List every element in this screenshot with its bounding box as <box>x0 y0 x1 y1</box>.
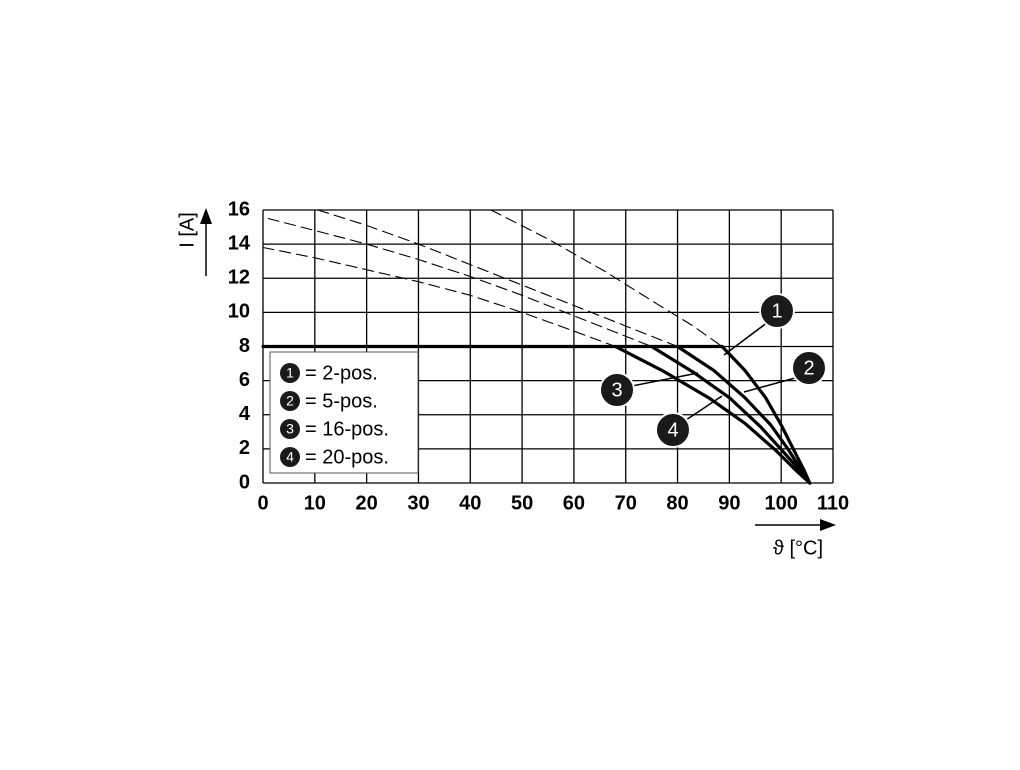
legend-label: = 20-pos. <box>305 446 389 468</box>
x-axis-arrowhead <box>820 519 836 531</box>
x-tick-label: 90 <box>718 492 740 514</box>
y-tick-label: 0 <box>239 471 250 493</box>
x-tick-label: 20 <box>356 492 378 514</box>
y-tick-label: 6 <box>239 369 250 391</box>
legend-label: = 16-pos. <box>305 418 389 440</box>
y-tick-label: 16 <box>228 198 250 220</box>
lines <box>261 209 812 485</box>
y-axis-label: I [A] <box>176 212 198 248</box>
x-tick-label: 80 <box>666 492 688 514</box>
y-tick-label: 14 <box>228 232 251 254</box>
callout-circle <box>599 372 635 408</box>
callout-circle <box>791 350 827 386</box>
leader <box>743 377 796 393</box>
legend-marker-label: 3 <box>286 421 294 437</box>
y-tick-label: 8 <box>239 335 250 357</box>
x-axis-label: ϑ [°C] <box>773 537 823 559</box>
legend: 1 = 2-pos. 2 = 5-pos. 3 = 16-pos. 4 = 20-pos. <box>280 362 389 468</box>
y-tick-label: 12 <box>228 267 250 289</box>
legend-marker <box>280 419 300 439</box>
callout-circle <box>759 293 795 329</box>
y-tick-label: 4 <box>239 403 251 425</box>
callouts <box>631 321 796 421</box>
y-axis-arrowhead <box>200 208 212 224</box>
legend-label: = 2-pos. <box>305 362 378 384</box>
legend-marker <box>280 391 300 411</box>
legend-marker <box>280 447 300 467</box>
x-tick-label: 40 <box>459 492 481 514</box>
dashed-curve <box>267 217 653 348</box>
callout-label: 2 <box>803 357 814 379</box>
x-tick-label: 70 <box>615 492 637 514</box>
x-tick-label: 0 <box>257 492 268 514</box>
x-tick-label: 110 <box>817 492 849 514</box>
x-tick-label: 100 <box>764 492 797 514</box>
derating-curve <box>613 344 812 485</box>
y-tick-label: 10 <box>228 301 250 323</box>
dashed-curve <box>317 209 679 348</box>
y-tick-label: 2 <box>239 437 250 459</box>
dashed-curve <box>262 246 616 348</box>
callout-label: 3 <box>611 379 622 401</box>
callout-label: 1 <box>771 300 782 322</box>
x-tick-label: 50 <box>511 492 533 514</box>
leader <box>723 321 769 356</box>
x-tick-label: 10 <box>304 492 326 514</box>
legend-marker <box>280 363 300 383</box>
legend-marker-label: 2 <box>286 393 294 409</box>
callout-label: 4 <box>667 419 678 441</box>
legend-label: = 5-pos. <box>305 390 378 412</box>
dashed-curve <box>490 209 723 348</box>
legend-marker-label: 4 <box>286 449 294 465</box>
leader <box>631 372 699 387</box>
legend-marker-label: 1 <box>286 365 294 381</box>
callout-circle <box>655 412 691 448</box>
leader <box>685 395 723 421</box>
x-tick-label: 60 <box>563 492 585 514</box>
derating-curve <box>720 344 812 485</box>
x-tick-label: 30 <box>407 492 429 514</box>
derating-curve <box>650 344 812 485</box>
